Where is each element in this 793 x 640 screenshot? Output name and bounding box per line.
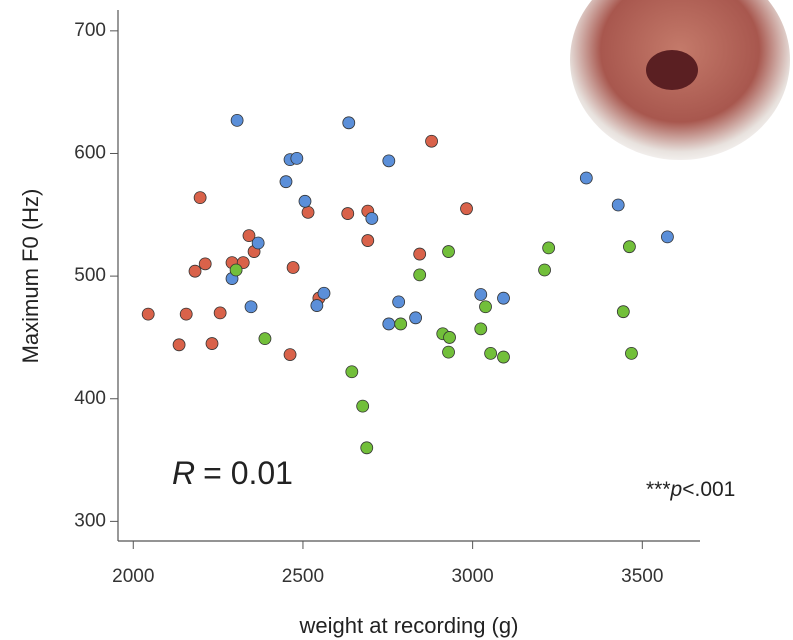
point — [394, 317, 408, 331]
point — [442, 345, 455, 359]
point — [244, 300, 258, 314]
y-tick-label: 700 — [74, 20, 106, 41]
point — [341, 207, 355, 220]
point — [474, 288, 488, 301]
point — [611, 198, 625, 212]
point — [230, 113, 244, 127]
point — [409, 311, 423, 325]
point — [616, 305, 630, 319]
point — [474, 322, 488, 336]
point — [413, 268, 427, 282]
point — [258, 332, 272, 346]
point — [251, 236, 265, 250]
point — [356, 399, 370, 413]
point — [484, 346, 498, 360]
point — [365, 212, 379, 225]
point — [413, 247, 427, 261]
y-tick-label: 600 — [74, 142, 106, 163]
point — [301, 205, 315, 219]
point — [317, 286, 331, 300]
point — [538, 263, 551, 277]
p-stars: *** — [646, 478, 671, 501]
point — [542, 241, 556, 255]
point — [179, 307, 193, 321]
point — [205, 337, 219, 350]
point — [290, 151, 304, 165]
point — [460, 202, 473, 216]
x-tick-label: 3500 — [621, 566, 663, 587]
point — [382, 154, 396, 168]
point — [345, 365, 359, 379]
point — [579, 171, 593, 185]
x-tick-label: 2000 — [112, 566, 154, 587]
x-tick-label: 3000 — [451, 566, 493, 587]
y-axis-label: Maximum F0 (Hz) — [18, 189, 43, 364]
point — [425, 134, 438, 148]
point — [242, 229, 256, 243]
point — [286, 261, 300, 274]
x-tick-label: 2500 — [282, 566, 324, 587]
p-value: <.001 — [682, 478, 735, 501]
point — [442, 245, 455, 258]
r-annotation: R = 0.01 — [172, 455, 293, 491]
point — [188, 264, 202, 278]
point — [479, 300, 492, 314]
point — [360, 441, 374, 455]
point — [382, 317, 396, 331]
point — [497, 291, 510, 305]
point — [497, 350, 510, 364]
point — [213, 306, 227, 320]
point — [342, 116, 356, 130]
point — [229, 263, 243, 277]
point — [172, 338, 186, 352]
p-annotation: ***p<.001 — [646, 478, 735, 501]
point — [625, 346, 638, 360]
point — [141, 307, 155, 321]
y-tick-label: 400 — [74, 388, 106, 409]
point — [198, 257, 212, 271]
point — [361, 234, 375, 247]
r-symbol: R — [172, 455, 195, 491]
y-tick-label: 500 — [74, 265, 106, 286]
point — [193, 191, 207, 205]
point — [443, 331, 456, 344]
point — [661, 230, 674, 244]
point — [310, 299, 324, 312]
point — [392, 295, 406, 309]
y-tick-label: 300 — [74, 510, 106, 531]
point — [279, 175, 293, 189]
r-value: = 0.01 — [203, 455, 293, 491]
x-axis-label: weight at recording (g) — [299, 613, 519, 638]
p-symbol: p — [670, 478, 683, 501]
point — [623, 240, 636, 254]
point — [283, 348, 297, 361]
point — [298, 194, 312, 208]
baby-photo-mouth — [646, 50, 698, 90]
